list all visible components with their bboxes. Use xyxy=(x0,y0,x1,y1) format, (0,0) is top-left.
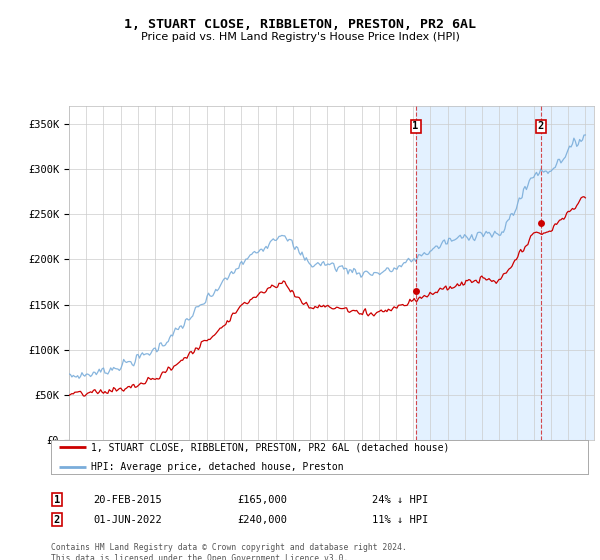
Text: 1: 1 xyxy=(54,494,60,505)
Text: 24% ↓ HPI: 24% ↓ HPI xyxy=(372,494,428,505)
Bar xyxy=(415,106,594,440)
Text: 20-FEB-2015: 20-FEB-2015 xyxy=(93,494,162,505)
Text: 2: 2 xyxy=(54,515,60,525)
Text: 1, STUART CLOSE, RIBBLETON, PRESTON, PR2 6AL: 1, STUART CLOSE, RIBBLETON, PRESTON, PR2… xyxy=(124,18,476,31)
Text: £165,000: £165,000 xyxy=(237,494,287,505)
Text: Contains HM Land Registry data © Crown copyright and database right 2024.
This d: Contains HM Land Registry data © Crown c… xyxy=(51,543,407,560)
Text: HPI: Average price, detached house, Preston: HPI: Average price, detached house, Pres… xyxy=(91,461,344,472)
Text: 1, STUART CLOSE, RIBBLETON, PRESTON, PR2 6AL (detached house): 1, STUART CLOSE, RIBBLETON, PRESTON, PR2… xyxy=(91,442,449,452)
Text: £240,000: £240,000 xyxy=(237,515,287,525)
Text: 1: 1 xyxy=(412,122,419,132)
Text: 11% ↓ HPI: 11% ↓ HPI xyxy=(372,515,428,525)
Text: Price paid vs. HM Land Registry's House Price Index (HPI): Price paid vs. HM Land Registry's House … xyxy=(140,32,460,43)
Text: 01-JUN-2022: 01-JUN-2022 xyxy=(93,515,162,525)
Text: 2: 2 xyxy=(538,122,544,132)
